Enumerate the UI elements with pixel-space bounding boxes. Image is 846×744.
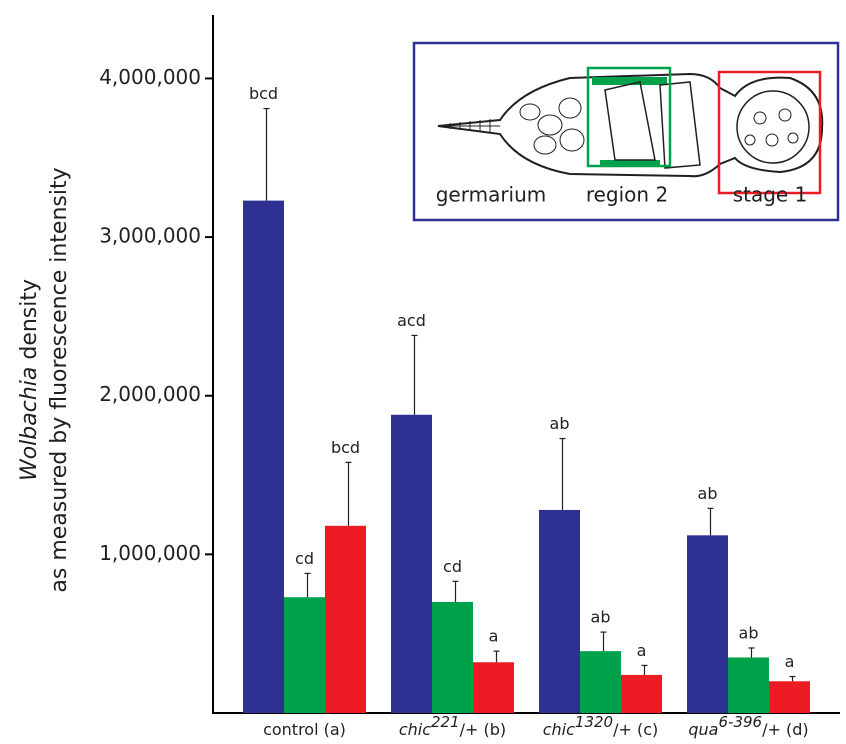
category-sup: 1320 xyxy=(575,713,613,731)
y-tick-label: 1,000,000 xyxy=(99,541,201,565)
bar xyxy=(769,681,810,713)
bar xyxy=(284,597,325,713)
significance-label: bcd xyxy=(249,84,278,103)
category-name: chic xyxy=(399,720,431,739)
legend-label: region 2 xyxy=(586,183,668,207)
category-name: control (a) xyxy=(263,720,346,739)
significance-label: a xyxy=(637,641,647,660)
y-axis-label: as measured by fluorescence intensity xyxy=(47,167,72,592)
x-tick-label: control (a) xyxy=(263,720,346,739)
significance-label: a xyxy=(489,627,499,646)
significance-label: ab xyxy=(739,623,759,642)
oocyte xyxy=(737,91,809,163)
significance-label: cd xyxy=(295,549,314,568)
bar xyxy=(391,415,432,713)
chart: Wolbachia density as measured by fluores… xyxy=(0,0,846,744)
bar xyxy=(325,526,366,713)
bar xyxy=(432,602,473,713)
x-tick-label: chic221/+ (b) xyxy=(399,713,506,739)
y-tick-label: 2,000,000 xyxy=(99,382,201,406)
significance-label: bcd xyxy=(331,438,360,457)
category-suffix: /+ (c) xyxy=(613,720,658,739)
significance-label: ab xyxy=(591,608,611,627)
category-name: chic xyxy=(543,720,575,739)
category-name: qua xyxy=(688,720,718,739)
category-suffix: /+ (d) xyxy=(762,720,809,739)
x-tick-label: chic1320/+ (c) xyxy=(543,713,659,739)
bar xyxy=(473,662,514,713)
y-tick-label: 3,000,000 xyxy=(99,224,201,248)
bar xyxy=(687,535,728,713)
significance-label: acd xyxy=(397,311,426,330)
category-sup: 221 xyxy=(431,713,460,731)
legend-label: germarium xyxy=(436,183,547,207)
x-tick-label: qua6-396/+ (d) xyxy=(688,713,808,739)
legend-label: stage 1 xyxy=(733,183,808,207)
category-suffix: /+ (b) xyxy=(460,720,507,739)
y-tick-label: 4,000,000 xyxy=(99,65,201,89)
significance-label: a xyxy=(785,652,795,671)
significance-label: cd xyxy=(443,557,462,576)
y-axis-label: Wolbachia density xyxy=(17,279,42,481)
inset-diagram: germarium region 2 stage 1 xyxy=(414,43,838,220)
bar xyxy=(539,510,580,713)
bar xyxy=(580,651,621,713)
bar xyxy=(243,201,284,713)
bar xyxy=(728,657,769,713)
category-sup: 6-396 xyxy=(718,713,762,731)
significance-label: ab xyxy=(698,484,718,503)
significance-label: ab xyxy=(550,414,570,433)
bar xyxy=(621,675,662,713)
